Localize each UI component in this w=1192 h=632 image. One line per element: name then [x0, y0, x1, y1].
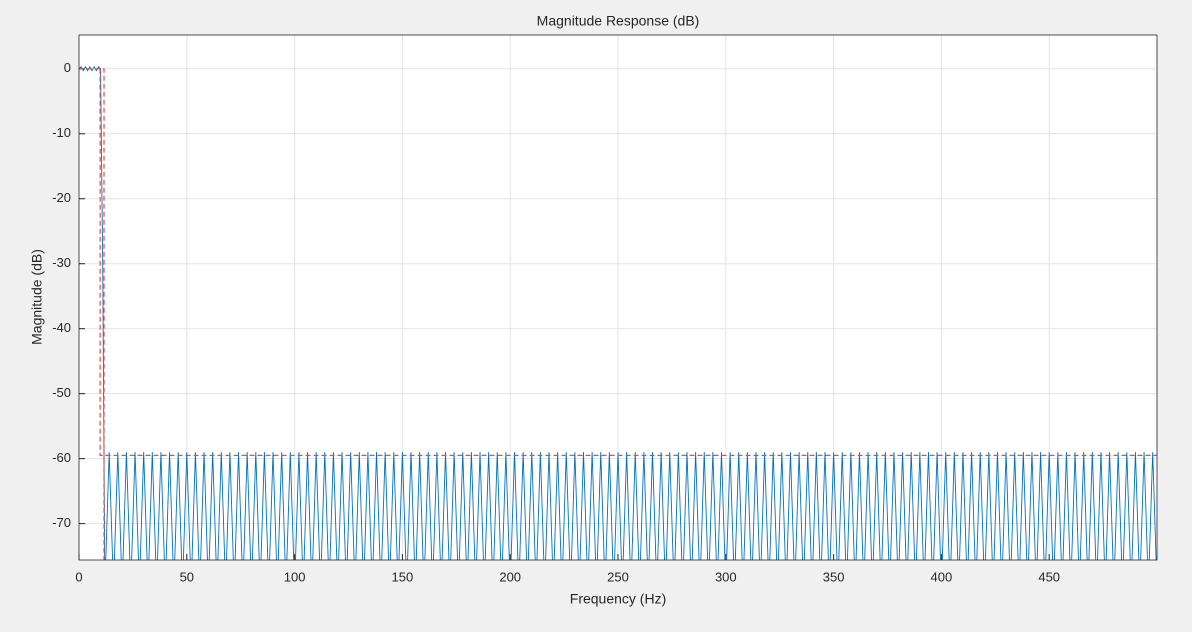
y-tick-label: 0 — [64, 60, 71, 75]
y-tick-label: -10 — [52, 125, 71, 140]
y-tick-label: -30 — [52, 255, 71, 270]
x-tick-label: 200 — [499, 569, 521, 584]
chart-title: Magnitude Response (dB) — [537, 13, 700, 29]
y-tick-label: -20 — [52, 190, 71, 205]
y-tick-label: -50 — [52, 385, 71, 400]
x-tick-label: 150 — [392, 569, 414, 584]
y-axis-label: Magnitude (dB) — [29, 249, 45, 345]
y-tick-label: -70 — [52, 515, 71, 530]
plot-lines — [79, 65, 1157, 560]
x-tick-label: 0 — [75, 569, 82, 584]
x-tick-label: 300 — [715, 569, 737, 584]
x-axis-label: Frequency (Hz) — [570, 591, 666, 607]
x-tick-label: 400 — [931, 569, 953, 584]
series-line — [79, 65, 1157, 560]
x-tick-label: 250 — [607, 569, 629, 584]
x-tick-label: 50 — [180, 569, 194, 584]
x-tick-label: 350 — [823, 569, 845, 584]
series-line — [79, 68, 105, 560]
x-tick-label: 450 — [1038, 569, 1060, 584]
plot-border — [78, 34, 1158, 561]
x-tick-label: 100 — [284, 569, 306, 584]
y-tick-label: -60 — [52, 450, 71, 465]
y-tick-label: -40 — [52, 320, 71, 335]
series-line — [99, 68, 1157, 456]
